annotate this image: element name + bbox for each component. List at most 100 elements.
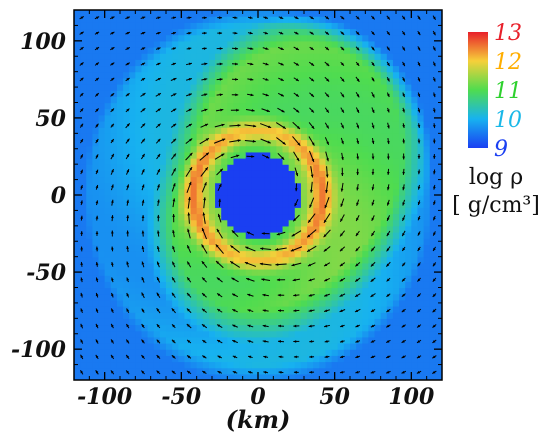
density-cell [399, 133, 406, 141]
density-cell [104, 71, 112, 79]
density-cell [172, 40, 179, 48]
density-cell [251, 84, 259, 91]
density-cell [386, 53, 394, 60]
density-cell [196, 207, 204, 215]
density-cell [429, 176, 437, 184]
density-cell [202, 59, 210, 67]
density-cell [386, 10, 394, 17]
density-cell [104, 244, 112, 252]
density-cell [80, 336, 87, 344]
density-cell [80, 16, 87, 23]
density-cell [423, 139, 431, 147]
velocity-arrow-head [95, 16, 100, 20]
density-cell [153, 201, 161, 208]
density-cell [190, 77, 198, 85]
density-cell [331, 293, 339, 301]
velocity-arrow-head [324, 324, 328, 328]
density-cell [110, 139, 118, 147]
velocity-arrow-head [95, 31, 100, 35]
density-cell [116, 176, 124, 184]
velocity-arrow-head [232, 340, 236, 343]
density-cell [129, 299, 136, 307]
density-cell [141, 281, 149, 289]
density-cell [98, 306, 106, 313]
density-cell [380, 188, 388, 196]
density-cell [411, 269, 419, 276]
density-cell [337, 250, 345, 258]
density-cell [307, 361, 314, 369]
density-cell [282, 182, 290, 190]
density-cell [264, 361, 271, 369]
velocity-arrow-head [433, 232, 436, 236]
density-cell [300, 225, 308, 233]
density-cell [300, 145, 308, 153]
density-cell [208, 318, 216, 326]
density-cell [98, 244, 106, 252]
density-cell [313, 355, 320, 363]
density-cell [294, 355, 302, 363]
density-cell [307, 176, 314, 184]
velocity-arrow-head [432, 16, 436, 20]
density-cell [190, 170, 198, 178]
density-cell [196, 151, 204, 159]
density-cell [153, 195, 161, 202]
density-cell [368, 330, 376, 338]
density-cell [123, 127, 130, 134]
density-cell [141, 65, 149, 73]
velocity-arrow-head [189, 167, 193, 171]
density-cell [116, 318, 124, 326]
density-cell [258, 84, 265, 91]
density-cell [313, 182, 320, 190]
velocity-arrow-head [266, 109, 270, 113]
density-cell [417, 127, 425, 134]
density-cell [362, 244, 369, 252]
density-cell [429, 361, 437, 369]
density-cell [313, 96, 320, 104]
density-cell [307, 349, 314, 356]
density-cell [429, 373, 437, 380]
density-cell [129, 77, 136, 85]
density-cell [264, 108, 271, 116]
density-cell [251, 71, 259, 79]
density-cell [356, 108, 363, 116]
density-cell [227, 170, 235, 178]
density-cell [319, 361, 327, 369]
density-cell [208, 34, 216, 42]
density-cell [116, 312, 124, 319]
density-cell [178, 349, 185, 356]
density-cell [110, 170, 118, 178]
density-cell [251, 312, 259, 319]
density-cell [350, 250, 357, 258]
density-cell [184, 299, 192, 307]
density-cell [166, 244, 173, 252]
density-cell [380, 102, 388, 110]
density-cell [405, 213, 412, 221]
density-cell [80, 275, 87, 282]
velocity-arrow-head [141, 277, 145, 281]
density-cell [331, 158, 339, 165]
density-cell [331, 133, 339, 141]
density-cell [110, 219, 118, 227]
density-cell [123, 299, 130, 307]
density-cell [386, 287, 394, 295]
velocity-arrow-head [126, 308, 130, 312]
velocity-arrow-head [141, 169, 145, 173]
density-cell [331, 16, 339, 23]
density-cell [423, 238, 431, 245]
density-cell [86, 343, 93, 350]
density-cell [129, 367, 136, 375]
density-cell [202, 188, 210, 196]
density-cell [331, 28, 339, 36]
velocity-arrow-head [311, 158, 315, 163]
density-cell [215, 65, 222, 73]
density-cell [337, 114, 345, 122]
density-cell [282, 324, 290, 332]
density-cell [288, 244, 296, 252]
density-cell [350, 127, 357, 134]
density-cell [435, 373, 442, 380]
density-cell [153, 121, 161, 128]
density-cell [337, 151, 345, 159]
density-cell [110, 96, 118, 104]
density-cell [264, 151, 271, 159]
density-cell [319, 28, 327, 36]
